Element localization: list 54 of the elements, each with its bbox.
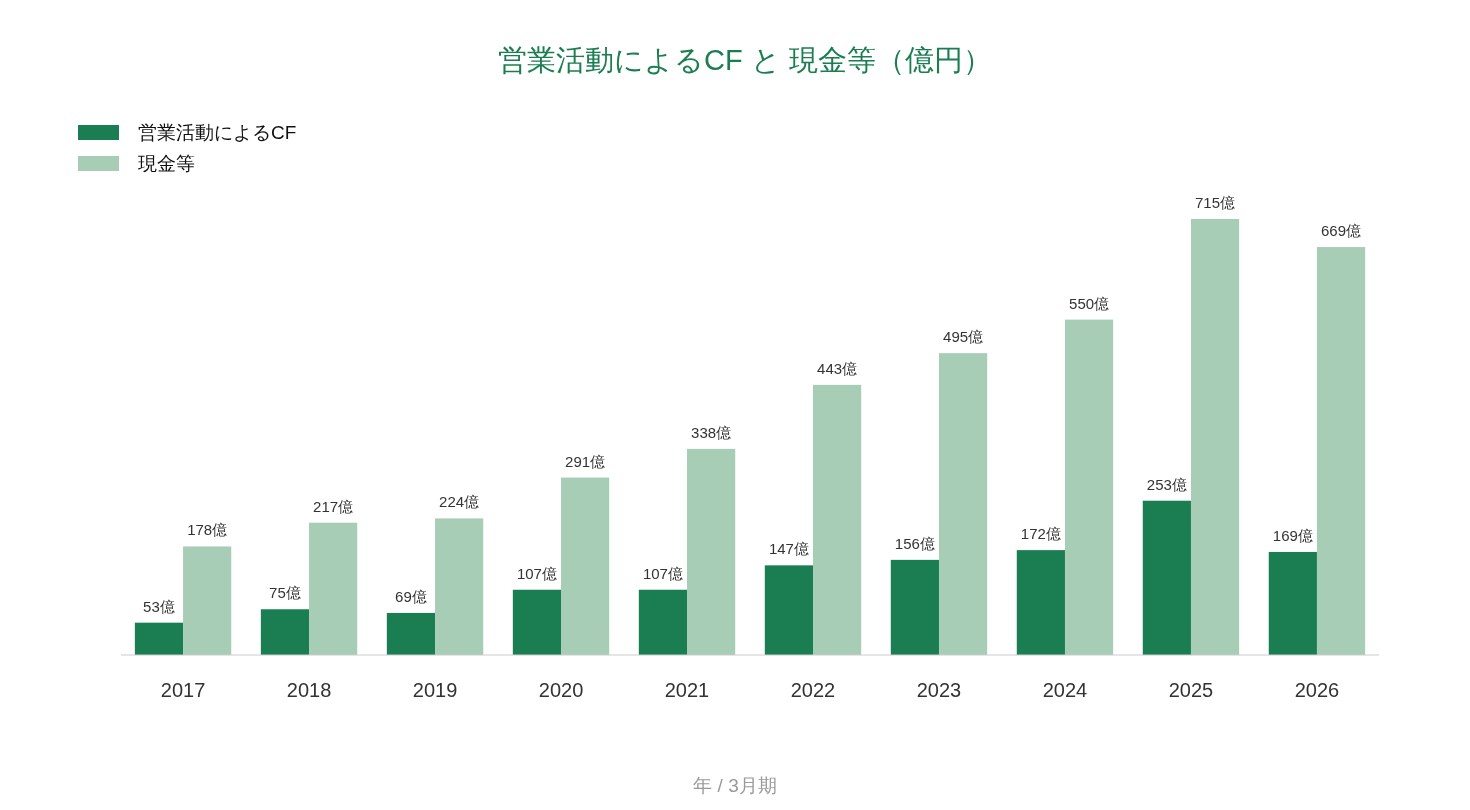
data-label: 715億 (1195, 194, 1236, 211)
data-label: 178億 (187, 521, 228, 539)
x-tick-label: 2025 (1168, 679, 1214, 701)
data-label: 53億 (143, 597, 175, 615)
data-label: 224億 (439, 493, 480, 511)
data-label: 107億 (516, 564, 557, 582)
bar (1268, 551, 1317, 655)
data-label: 443億 (817, 359, 858, 377)
legend-label: 営業活動によるCF (138, 122, 297, 143)
bar (938, 353, 988, 655)
bar (813, 384, 862, 655)
data-label: 669億 (1321, 222, 1362, 240)
data-label: 107億 (642, 564, 683, 582)
data-label: 172億 (1020, 525, 1061, 543)
bar (1064, 319, 1114, 655)
data-label: 217億 (313, 497, 354, 515)
bar (1016, 550, 1065, 655)
data-label: 169億 (1272, 526, 1313, 544)
bar (1316, 247, 1366, 655)
x-tick-label: 2022 (790, 679, 836, 701)
data-label: 338億 (691, 423, 732, 441)
data-label: 147億 (768, 540, 809, 558)
data-label: 550億 (1069, 294, 1110, 312)
data-label: 75億 (269, 584, 301, 602)
x-axis-title: 年 / 3月期 (693, 775, 777, 796)
bar (1142, 500, 1191, 655)
data-label: 495億 (943, 328, 984, 346)
bar (386, 612, 436, 655)
x-tick-label: 2017 (160, 679, 206, 701)
bar (435, 518, 484, 655)
x-tick-label: 2019 (412, 679, 458, 701)
bar (134, 622, 184, 655)
bar (638, 589, 688, 655)
chart-title: 営業活動によるCF と 現金等（億円） (498, 44, 992, 76)
data-label: 156億 (894, 534, 935, 552)
x-tick-label: 2024 (1042, 679, 1088, 701)
x-tick-label: 2026 (1294, 679, 1340, 701)
legend-label: 現金等 (138, 153, 195, 174)
x-tick-label: 2021 (664, 679, 710, 701)
x-tick-label: 2018 (286, 679, 332, 701)
bar (512, 589, 562, 655)
bar (687, 448, 736, 655)
bar (561, 477, 610, 655)
x-tick-label: 2023 (916, 679, 962, 701)
data-label: 69億 (395, 587, 427, 605)
data-label: 253億 (1146, 475, 1187, 493)
bar (1190, 219, 1240, 655)
bar (309, 522, 358, 655)
bar (260, 609, 310, 655)
x-tick-label: 2020 (538, 679, 584, 701)
bar (890, 559, 939, 655)
data-label: 291億 (565, 452, 606, 470)
bar (764, 565, 813, 655)
bar (183, 546, 232, 655)
